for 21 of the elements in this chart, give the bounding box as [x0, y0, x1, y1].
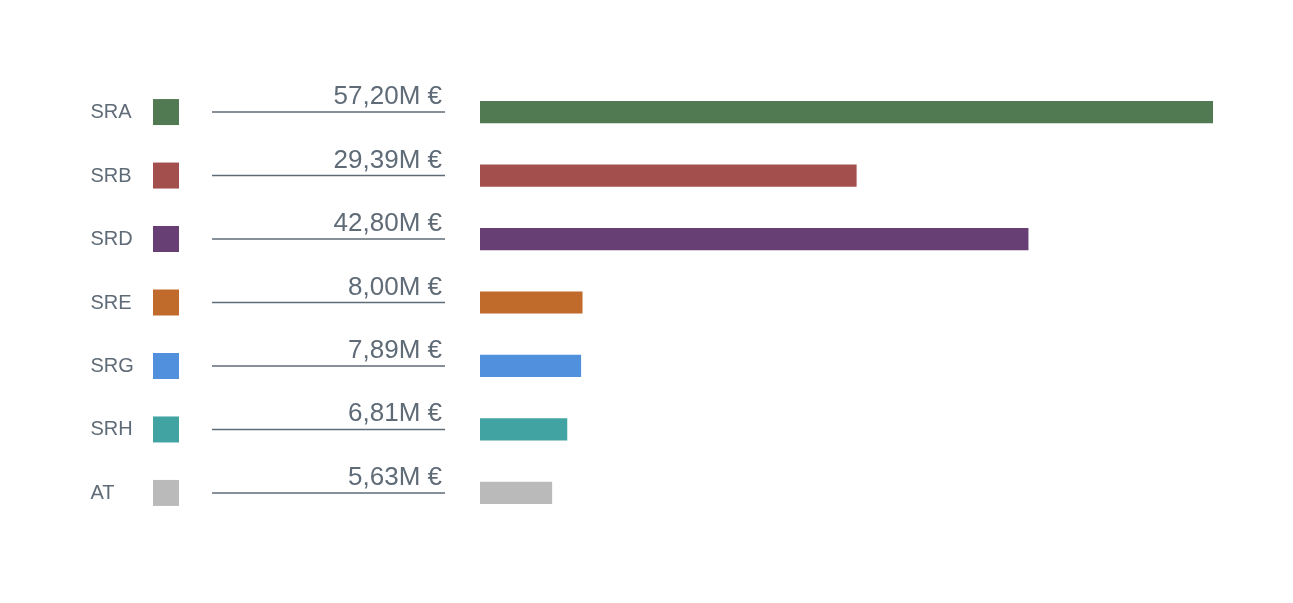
bar — [480, 354, 582, 378]
y-tick-label: SRG — [90, 353, 134, 376]
y-tick-label: SRH — [90, 417, 133, 440]
bar — [480, 227, 1029, 251]
data-label: 29,39M € — [333, 143, 443, 174]
bar — [480, 291, 583, 314]
y-tick-label: SRE — [90, 290, 132, 313]
data-label: 7,89M € — [348, 333, 443, 364]
data-label: 57,20M € — [333, 80, 443, 111]
bar — [480, 481, 553, 505]
bar — [480, 164, 857, 187]
data-label: 8,00M € — [348, 270, 443, 301]
bar — [480, 100, 1213, 124]
bar — [480, 418, 568, 441]
data-label: 42,80M € — [333, 207, 443, 238]
y-tick-label: SRD — [90, 227, 133, 250]
y-tick-label: SRB — [90, 163, 132, 186]
data-label: 5,63M € — [348, 460, 443, 491]
data-label: 6,81M € — [348, 397, 443, 428]
y-tick-label: SRA — [90, 100, 133, 123]
y-tick-label: AT — [90, 480, 115, 503]
